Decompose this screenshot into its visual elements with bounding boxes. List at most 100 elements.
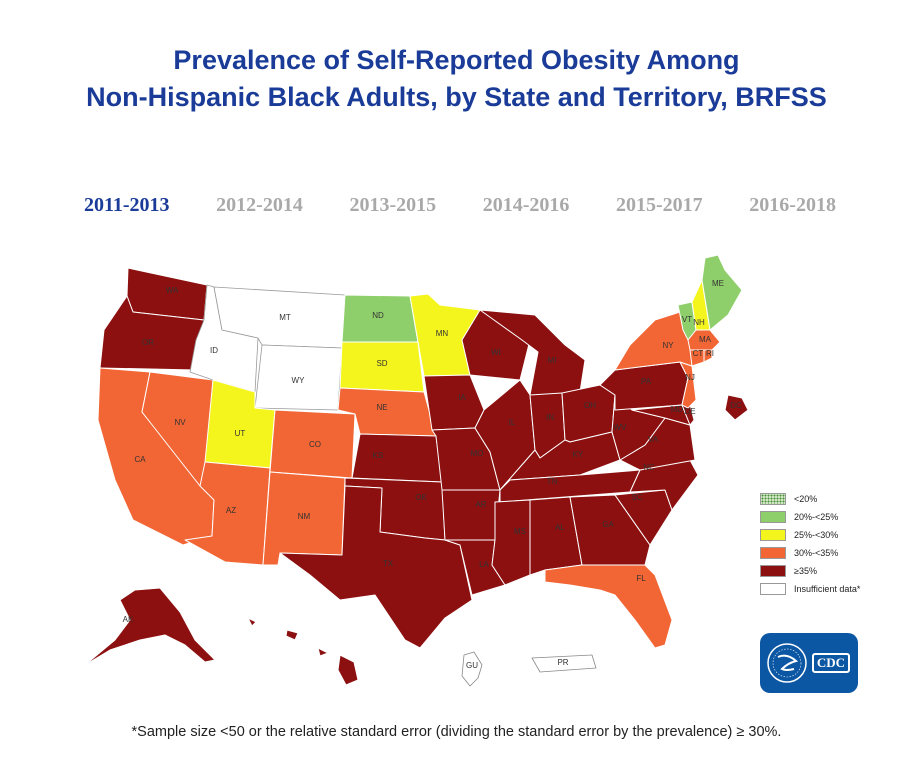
state-label-la: LA: [479, 560, 489, 569]
state-label-tx: TX: [383, 559, 394, 568]
state-label-me: ME: [712, 279, 724, 288]
state-label-wa: WA: [166, 286, 179, 295]
state-label-ga: GA: [602, 520, 614, 529]
legend-item: ≥35%: [760, 562, 910, 580]
legend-label: Insufficient data*: [794, 584, 861, 594]
state-label-gu: GU: [466, 661, 478, 670]
state-label-mn: MN: [436, 329, 449, 338]
cdc-logo[interactable]: CDC: [760, 633, 858, 693]
state-ak[interactable]: [84, 587, 216, 666]
us-choropleth-map: WA OR CA NV ID MT WY UT AZ CO NM ND SD NE KS OK TX MN IA MO…: [84, 254, 749, 687]
tab-2012-2014[interactable]: 2012-2014: [216, 194, 303, 216]
year-tabs: 2011-2013 2012-2014 2013-2015 2014-2016 …: [80, 192, 840, 224]
legend-swatch-25-30: [760, 529, 786, 541]
state-label-or: OR: [142, 338, 154, 347]
legend-swatch-ge35: [760, 565, 786, 577]
legend-item: Insufficient data*: [760, 580, 910, 598]
state-label-ri: RI: [706, 349, 714, 358]
legend-swatch-30-35: [760, 547, 786, 559]
state-label-ok: OK: [415, 493, 427, 502]
state-fl[interactable]: [544, 564, 673, 649]
state-label-wi: WI: [491, 348, 501, 357]
tab-2011-2013[interactable]: 2011-2013: [84, 194, 170, 216]
state-label-mo: MO: [471, 449, 484, 458]
state-labels: WA OR CA NV ID MT WY UT AZ CO NM ND SD NE KS OK TX MN IA MO…: [123, 279, 742, 670]
state-label-ia: IA: [458, 393, 466, 402]
legend-label: <20%: [794, 494, 818, 504]
state-ms[interactable]: [491, 499, 531, 586]
state-label-co: CO: [309, 440, 321, 449]
cdc-logo-text: CDC: [812, 653, 850, 673]
state-label-pr: PR: [557, 658, 568, 667]
state-label-ny: NY: [662, 341, 674, 350]
legend: <20% 20%-<25% 25%-<30% 30%-<35% ≥35% Ins…: [760, 490, 910, 598]
state-label-oh: OH: [584, 401, 596, 410]
legend-label: 20%-<25%: [794, 512, 839, 522]
state-hi[interactable]: [247, 617, 359, 686]
state-label-vt: VT: [682, 315, 692, 324]
state-label-nm: NM: [298, 512, 311, 521]
state-ny[interactable]: [614, 311, 693, 371]
legend-item: 30%-<35%: [760, 544, 910, 562]
state-label-nc: NC: [643, 463, 655, 472]
state-label-pa: PA: [641, 377, 652, 386]
state-label-il: IL: [509, 418, 516, 427]
state-label-al: AL: [555, 523, 565, 532]
footnote: *Sample size <50 or the relative standar…: [131, 724, 782, 740]
state-me[interactable]: [701, 254, 743, 331]
legend-item: 20%-<25%: [760, 508, 910, 526]
legend-item: <20%: [760, 490, 910, 508]
state-label-mt: MT: [279, 313, 291, 322]
state-label-dc: DC: [730, 401, 742, 410]
territory-pr[interactable]: [531, 654, 597, 673]
state-label-ne: NE: [376, 403, 387, 412]
legend-label: 25%-<30%: [794, 530, 839, 540]
state-label-ma: MA: [699, 335, 712, 344]
state-label-ar: AR: [475, 500, 486, 509]
state-ia[interactable]: [423, 374, 485, 431]
legend-swatch-none: [760, 583, 786, 595]
state-label-tn: TN: [547, 477, 558, 486]
map-title: Prevalence of Self-Reported Obesity Amon…: [0, 42, 913, 116]
legend-item: 25%-<30%: [760, 526, 910, 544]
state-label-in: IN: [546, 413, 554, 422]
state-label-wy: WY: [292, 376, 306, 385]
legend-label: ≥35%: [794, 566, 817, 576]
state-label-sc: SC: [631, 493, 642, 502]
legend-label: 30%-<35%: [794, 548, 839, 558]
state-label-nj: NJ: [685, 373, 695, 382]
state-label-md: MD: [671, 405, 684, 414]
state-label-nh: NH: [693, 318, 705, 327]
title-line-2: Non-Hispanic Black Adults, by State and …: [86, 82, 827, 112]
state-tx[interactable]: [279, 485, 473, 649]
state-label-ca: CA: [134, 455, 146, 464]
tab-2013-2015[interactable]: 2013-2015: [349, 194, 437, 216]
state-dc[interactable]: [724, 394, 749, 421]
tab-2014-2016[interactable]: 2014-2016: [482, 194, 570, 216]
state-label-ky: KY: [573, 450, 584, 459]
state-label-ks: KS: [373, 451, 384, 460]
territory-gu[interactable]: [461, 651, 483, 687]
state-label-nv: NV: [174, 418, 186, 427]
state-label-ak: AK: [123, 615, 134, 624]
tab-2015-2017[interactable]: 2015-2017: [616, 194, 703, 216]
legend-swatch-20-25: [760, 511, 786, 523]
state-ga[interactable]: [569, 494, 651, 566]
state-ks[interactable]: [351, 433, 443, 483]
state-label-ms: MS: [514, 527, 526, 536]
state-label-wv: WV: [614, 423, 628, 432]
state-label-nd: ND: [372, 311, 384, 320]
state-label-az: AZ: [226, 506, 236, 515]
state-label-fl: FL: [636, 574, 646, 583]
title-line-1: Prevalence of Self-Reported Obesity Amon…: [173, 45, 740, 75]
state-label-ut: UT: [235, 429, 246, 438]
state-ar[interactable]: [441, 489, 501, 541]
hhs-seal-icon: [767, 643, 807, 683]
state-label-de: DE: [684, 407, 695, 416]
tab-2016-2018[interactable]: 2016-2018: [749, 194, 836, 216]
state-ri[interactable]: [703, 349, 713, 363]
state-label-sd: SD: [376, 359, 387, 368]
state-label-ct: CT: [693, 349, 704, 358]
legend-swatch-lt20: [760, 493, 786, 505]
state-label-id: ID: [210, 346, 218, 355]
